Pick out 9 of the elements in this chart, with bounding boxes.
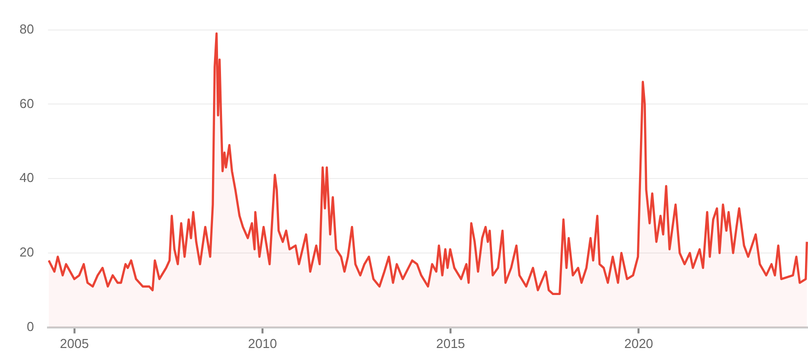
x-tick-label: 2015 (436, 336, 466, 351)
x-tick-label: 2010 (248, 336, 277, 351)
y-tick-label: 80 (20, 21, 34, 36)
x-tick-label: 2020 (624, 336, 654, 351)
y-tick-label: 60 (20, 96, 34, 111)
y-tick-label: 40 (20, 170, 34, 186)
x-tick-label: 2005 (60, 336, 89, 351)
y-tick-label: 0 (26, 318, 34, 334)
y-tick-label: 20 (20, 244, 34, 260)
